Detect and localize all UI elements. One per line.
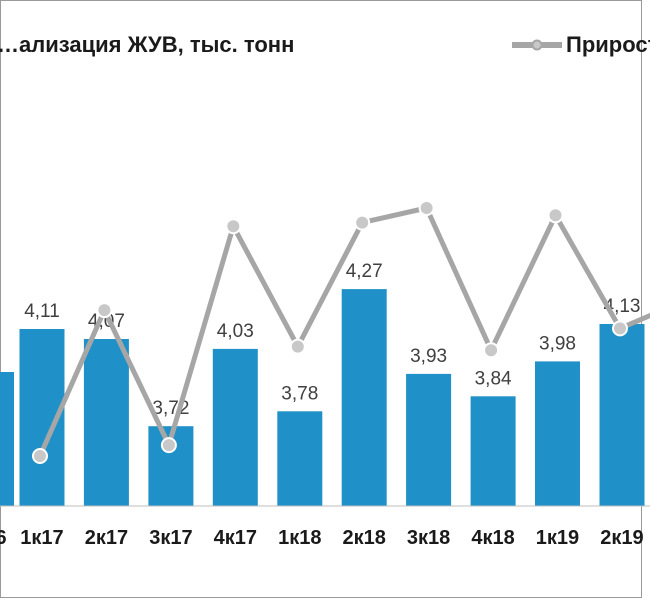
growth-point: [547, 207, 564, 224]
bar-partial-left: [0, 372, 14, 506]
growth-point: [483, 342, 500, 359]
growth-point: [32, 448, 48, 464]
legend-marker-swatch: [531, 39, 543, 51]
growth-point: [96, 302, 113, 319]
bar: [277, 411, 323, 506]
growth-line-layer: [32, 200, 650, 464]
x-tick-label: 2к19: [600, 527, 643, 549]
x-tick-label: 1к17: [20, 527, 63, 549]
bar-value-label: 3,78: [281, 383, 318, 404]
growth-point: [354, 214, 371, 231]
x-tick-label: 4к17: [214, 527, 257, 549]
growth-point: [289, 338, 306, 355]
x-tick-label-partial: 6: [0, 527, 7, 549]
growth-point: [418, 200, 435, 216]
bar-value-label: 3,93: [410, 346, 447, 367]
x-tick-label: 1к18: [278, 527, 321, 549]
x-tick-label: 3к17: [149, 527, 192, 549]
bar: [341, 289, 387, 506]
bars-layer: [0, 289, 645, 506]
bar-value-label: 4,11: [24, 301, 60, 322]
growth-point: [225, 218, 242, 235]
bar: [83, 339, 129, 506]
x-tick-label: 4к18: [471, 527, 514, 549]
bar-value-label: 4,27: [346, 261, 383, 282]
legend-label: Прирост…: [566, 32, 650, 57]
x-tick-label: 2к17: [85, 527, 128, 549]
chart-title: …ализация ЖУВ, тыс. тонн: [0, 32, 294, 57]
bar: [212, 348, 258, 506]
growth-point: [160, 437, 177, 454]
x-tick-label: 2к18: [343, 527, 386, 549]
bar-value-label: 4,03: [217, 321, 254, 342]
x-tick-labels-layer: 6 1к17 2к17 3к17 4к17 1к18 2к18 3к18 4к18 1к19 2к1…: [0, 527, 644, 549]
bar: [599, 324, 645, 506]
bar: [406, 373, 452, 506]
bar: [470, 396, 516, 506]
bar-value-label: 3,98: [539, 333, 576, 354]
bar-value-label: 3,84: [475, 368, 512, 389]
bar: [535, 361, 580, 506]
x-tick-label: 3к18: [407, 527, 450, 549]
legend: Прирост…: [512, 32, 650, 57]
growth-point: [612, 320, 628, 337]
x-tick-label: 1к19: [536, 527, 579, 549]
